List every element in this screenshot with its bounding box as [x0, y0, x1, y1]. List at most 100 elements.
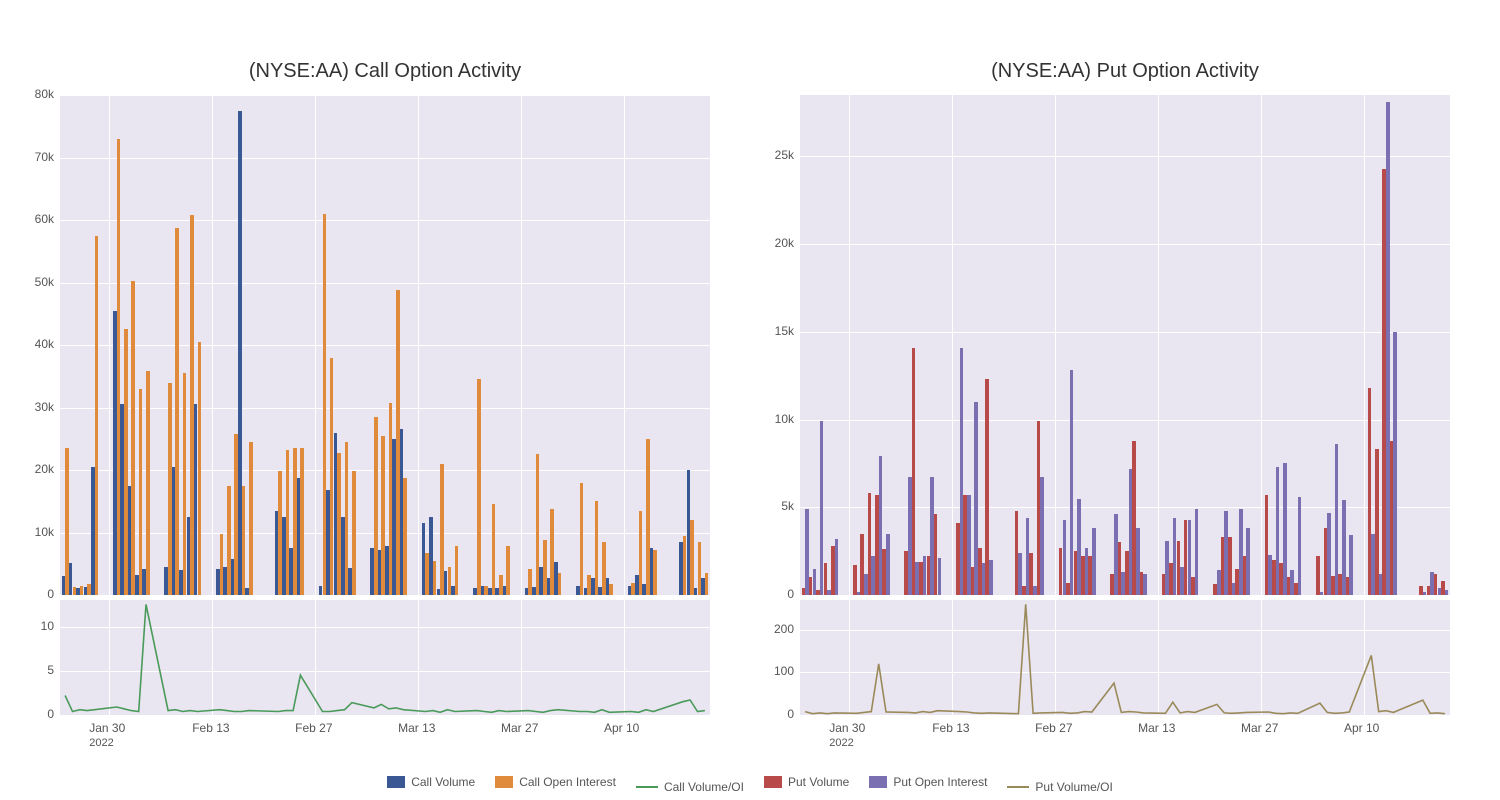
y-tick-label: 20k — [35, 462, 54, 476]
call-ratio-plot-area — [60, 600, 710, 715]
bar — [580, 483, 584, 596]
bar — [1349, 535, 1353, 595]
ratio-line — [60, 600, 710, 715]
bar — [175, 228, 179, 596]
bar — [1298, 497, 1302, 595]
legend-item: Put Volume — [764, 775, 849, 789]
bar — [242, 486, 246, 595]
gridline-v — [1158, 95, 1159, 595]
legend-swatch — [869, 776, 887, 788]
bar — [886, 534, 890, 595]
put-ratio-panel — [800, 600, 1450, 715]
legend-line-swatch — [1007, 786, 1029, 788]
bar — [558, 573, 562, 595]
put-bars-panel: (NYSE:AA) Put Option Activity — [800, 95, 1450, 595]
call-ratio-panel — [60, 600, 710, 715]
bar — [1445, 590, 1449, 595]
legend-item: Call Open Interest — [495, 775, 616, 789]
y-tick-label: 25k — [775, 148, 794, 162]
gridline-h — [60, 158, 710, 159]
gridline-h — [60, 345, 710, 346]
gridline-v — [624, 95, 625, 595]
gridline-v — [418, 95, 419, 595]
y-tick-label: 10k — [35, 525, 54, 539]
bar — [198, 342, 202, 595]
bar — [477, 379, 481, 595]
bar — [1143, 574, 1147, 595]
y-tick-label: 60k — [35, 212, 54, 226]
legend-line-swatch — [636, 786, 658, 788]
call-chart-title: (NYSE:AA) Call Option Activity — [60, 60, 710, 83]
gridline-v — [849, 95, 850, 595]
call-bars-plot-area — [60, 95, 710, 595]
gridline-h — [60, 470, 710, 471]
legend-item: Put Open Interest — [869, 775, 987, 789]
gridline-v — [109, 95, 110, 595]
x-tick-label: Mar 27 — [1241, 721, 1278, 735]
bar — [1246, 528, 1250, 595]
legend-label: Put Open Interest — [893, 775, 987, 789]
gridline-h — [800, 507, 1450, 508]
y-tick-label: 100 — [774, 664, 794, 678]
y-tick-label: 5k — [781, 499, 794, 513]
legend-label: Call Open Interest — [519, 775, 616, 789]
legend-item: Call Volume/OI — [636, 780, 744, 794]
y-tick-label: 5 — [47, 663, 54, 677]
bar — [1283, 463, 1287, 595]
bar — [1195, 509, 1199, 595]
bar — [639, 511, 643, 595]
call-bars-panel: (NYSE:AA) Call Option Activity — [60, 95, 710, 595]
put-ratio-plot-area — [800, 600, 1450, 715]
legend: Call Volume Call Open Interest Call Volume… — [0, 775, 1500, 794]
bar — [1092, 528, 1096, 595]
bar — [455, 546, 459, 595]
gridline-v — [952, 95, 953, 595]
legend-item: Call Volume — [387, 775, 475, 789]
bar — [653, 550, 657, 595]
bar — [506, 546, 510, 595]
legend-swatch — [495, 776, 513, 788]
y-tick-label: 0 — [787, 587, 794, 601]
legend-item: Put Volume/OI — [1007, 780, 1112, 794]
bar — [352, 471, 356, 595]
x-tick-label: Feb 13 — [192, 721, 229, 735]
x-tick-label: Jan 30 — [89, 721, 125, 735]
bar — [1393, 332, 1397, 595]
gridline-h — [60, 220, 710, 221]
figure: (NYSE:AA) Call Option Activity (NYSE:AA)… — [0, 0, 1500, 800]
bar — [595, 501, 599, 595]
gridline-h — [60, 283, 710, 284]
bar — [1040, 477, 1044, 595]
bar — [300, 448, 304, 595]
y-tick-label: 0 — [47, 707, 54, 721]
bar — [835, 539, 839, 595]
legend-label: Call Volume — [411, 775, 475, 789]
gridline-h — [60, 533, 710, 534]
y-tick-label: 50k — [35, 275, 54, 289]
legend-swatch — [764, 776, 782, 788]
ratio-line — [800, 600, 1450, 715]
y-tick-label: 10 — [41, 619, 54, 633]
y-tick-label: 80k — [35, 87, 54, 101]
y-tick-label: 20k — [775, 236, 794, 250]
bar — [1335, 444, 1339, 595]
gridline-v — [1364, 95, 1365, 595]
gridline-v — [1261, 95, 1262, 595]
gridline-h — [60, 408, 710, 409]
bar — [912, 348, 916, 595]
y-tick-label: 10k — [775, 412, 794, 426]
x-tick-label: Mar 13 — [1138, 721, 1175, 735]
y-tick-label: 70k — [35, 150, 54, 164]
y-tick-label: 0 — [787, 707, 794, 721]
bar — [705, 573, 709, 595]
x-tick-label: Feb 13 — [932, 721, 969, 735]
x-tick-label: Jan 30 — [829, 721, 865, 735]
bar — [249, 442, 253, 595]
gridline-v — [521, 95, 522, 595]
bar — [146, 371, 150, 595]
x-year-label: 2022 — [829, 737, 853, 749]
put-bars-plot-area — [800, 95, 1450, 595]
bar — [139, 389, 143, 595]
x-tick-label: Feb 27 — [295, 721, 332, 735]
x-tick-label: Feb 27 — [1035, 721, 1072, 735]
